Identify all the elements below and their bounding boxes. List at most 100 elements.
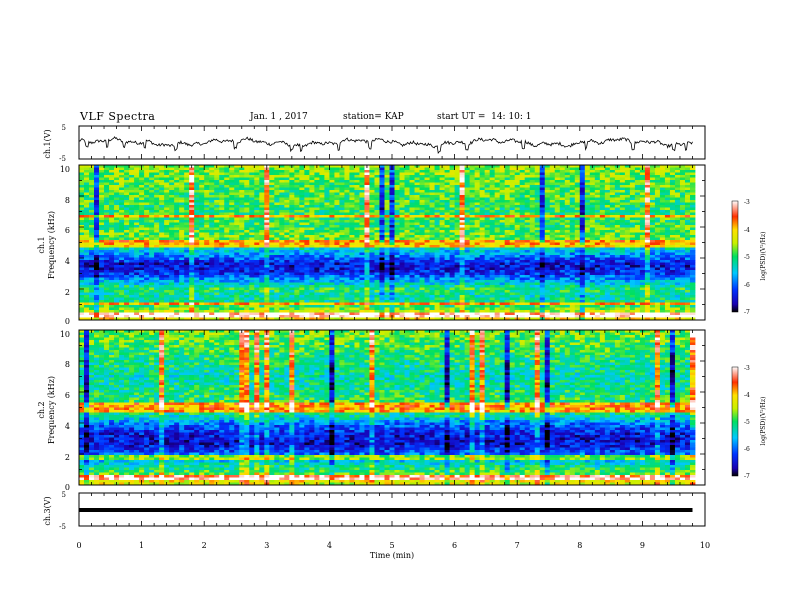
spectrogram-cell [579, 247, 586, 251]
spectrogram-cell [289, 167, 295, 171]
spectrogram-cell [674, 197, 681, 201]
spectrogram-cell [369, 202, 375, 206]
spectrogram-cell [554, 250, 561, 253]
spectrogram-cell [249, 227, 255, 231]
spectrogram-cell [474, 237, 481, 241]
spectrogram-cell [489, 167, 496, 171]
spectrogram-cell [664, 207, 671, 211]
spectrogram-cell [84, 212, 90, 216]
spectrogram-cell [219, 202, 225, 206]
spectrogram-cell [159, 202, 165, 206]
spectrogram-cell [474, 192, 481, 196]
spectrogram-cell [284, 262, 290, 266]
spectrogram-cell [349, 235, 355, 238]
spectrogram-cell [664, 192, 671, 196]
spectrogram-cell [174, 192, 180, 196]
spectrogram-cell [414, 200, 420, 203]
spectrogram-cell [89, 210, 95, 213]
spectrogram-cell [254, 190, 260, 193]
spectrogram-cell [154, 200, 160, 203]
spectrogram-cell [499, 172, 506, 176]
spectrogram-cell [679, 245, 686, 248]
spectrogram-cell [264, 255, 270, 258]
spectrogram-cell [434, 170, 440, 173]
spectrogram-cell [404, 172, 410, 176]
spectrogram-cell [439, 262, 445, 266]
spectrogram-cell [549, 177, 556, 181]
spectrogram-cell [559, 240, 566, 243]
spectrogram-cell [259, 245, 265, 248]
spectrogram-cell [239, 167, 245, 171]
spectrogram-cell [614, 252, 621, 256]
spectrogram-cell [449, 235, 455, 238]
spectrogram-cell [559, 205, 566, 208]
spectrogram-cell [274, 252, 280, 256]
spectrogram-cell [284, 175, 290, 178]
spectrogram-cell [589, 240, 596, 243]
spectrogram-cell [314, 210, 320, 213]
spectrogram-cell [294, 215, 300, 218]
spectrogram-cell [459, 227, 466, 231]
spectrogram-cell [359, 167, 365, 171]
spectrogram-cell [384, 200, 390, 203]
spectrogram-cell [644, 205, 651, 208]
spectrogram-cell [189, 177, 195, 181]
spectrogram-cell [379, 227, 385, 231]
spectrogram-cell [369, 230, 375, 233]
spectrogram-cell [259, 252, 265, 256]
spectrogram-cell [564, 247, 571, 251]
spectrogram-cell [319, 255, 325, 258]
spectrogram-cell [569, 175, 576, 178]
spectrogram-cell [229, 210, 235, 213]
spectrogram-cell [654, 195, 661, 198]
spectrogram-cell [484, 225, 491, 228]
spectrogram-cell [684, 212, 691, 216]
spectrogram-cell [464, 172, 471, 176]
spectrogram-cell [144, 237, 150, 241]
spectrogram-cell [164, 192, 170, 196]
spectrogram-cell [654, 180, 661, 183]
spectrogram-cell [109, 245, 115, 248]
spectrogram-cell [469, 217, 476, 221]
spectrogram-cell [574, 255, 581, 258]
spectrogram-cell [644, 242, 651, 246]
spectrogram-cell [489, 192, 496, 196]
spectrogram-cell [149, 202, 155, 206]
spectrogram-cell [574, 217, 581, 221]
spectrogram-cell [549, 247, 556, 251]
spectrogram-cell [249, 215, 255, 218]
spectrogram-cell [159, 182, 165, 186]
spectrogram-cell [469, 177, 476, 181]
spectrogram-cell [529, 230, 536, 233]
spectrogram-cell [184, 230, 190, 233]
spectrogram-cell [549, 175, 556, 178]
spectrogram-cell [454, 242, 461, 246]
spectrogram-cell [484, 197, 491, 201]
spectrogram-cell [679, 210, 686, 213]
spectrogram-cell [429, 210, 435, 213]
spectrogram-cell [189, 250, 195, 253]
spectrogram-cell [494, 257, 501, 261]
spectrogram-cell [549, 187, 556, 191]
spectrogram-cell [334, 175, 340, 178]
spectrogram-cell [479, 170, 486, 173]
spectrogram-cell [674, 255, 681, 258]
spectrogram-cell [349, 212, 355, 216]
spectrogram-cell [89, 235, 95, 238]
spectrogram-cell [104, 185, 110, 188]
spectrogram-cell [254, 250, 260, 253]
spectrogram-cell [154, 192, 160, 196]
spectrogram-cell [164, 210, 170, 213]
spectrogram-cell [329, 240, 335, 243]
spectrogram-cell [494, 170, 501, 173]
spectrogram-cell [289, 230, 295, 233]
spectrogram-cell [404, 255, 410, 258]
spectrogram-cell [149, 235, 155, 238]
spectrogram-cell [424, 185, 430, 188]
spectrogram-cell [414, 232, 420, 236]
spectrogram-cell [249, 192, 255, 196]
spectrogram-cell [264, 225, 270, 228]
spectrogram-cell [504, 235, 511, 238]
spectrogram-cell [169, 170, 175, 173]
spectrogram-cell [79, 255, 85, 258]
